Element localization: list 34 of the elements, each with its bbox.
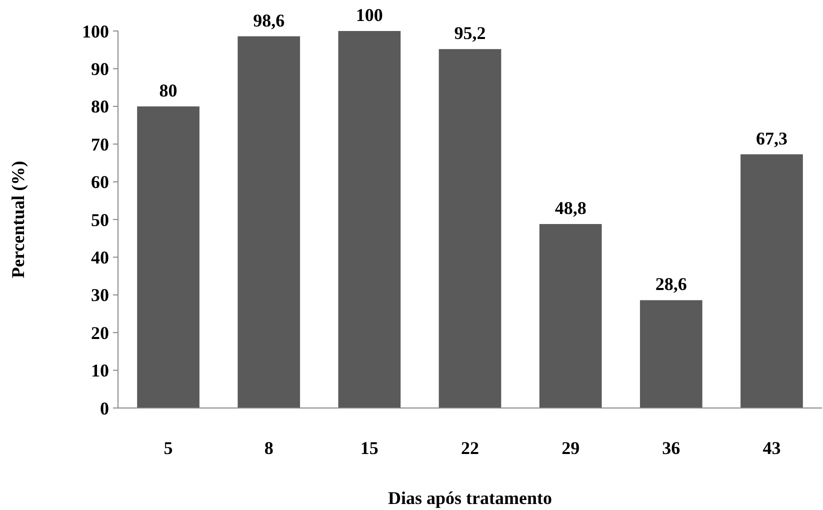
data-label: 95,2 [454, 23, 486, 44]
y-tick-label: 20 [91, 322, 109, 343]
data-label: 98,6 [253, 10, 285, 30]
bar [539, 224, 602, 408]
x-tick-label: 15 [360, 438, 378, 458]
data-label: 28,6 [655, 274, 687, 294]
x-tick-label: 29 [562, 438, 580, 458]
x-tick-label: 5 [164, 438, 173, 458]
y-tick-label: 10 [91, 360, 109, 381]
bar [338, 31, 401, 408]
y-tick-label: 60 [91, 172, 109, 192]
y-tick-label: 90 [91, 59, 109, 79]
x-tick-label: 43 [762, 438, 781, 458]
x-tick-label: 8 [264, 438, 274, 458]
data-label: 67,3 [756, 128, 788, 148]
y-tick-label: 0 [100, 398, 109, 418]
y-tick-label: 30 [91, 285, 109, 306]
bar [740, 154, 803, 408]
y-tick-label: 100 [82, 21, 109, 42]
x-tick-label: 22 [461, 438, 479, 458]
data-label: 100 [356, 5, 383, 25]
x-axis-title: Dias após tratamento [388, 488, 552, 508]
y-tick-label: 70 [91, 134, 109, 154]
y-tick-label: 50 [91, 210, 109, 230]
y-axis-title: Percentual (%) [8, 160, 28, 278]
y-tick-label: 80 [91, 96, 109, 117]
y-tick-label: 40 [91, 248, 109, 268]
data-label: 48,8 [554, 198, 586, 218]
bar [238, 36, 300, 408]
bar [640, 300, 702, 408]
x-tick-label: 36 [662, 438, 680, 458]
data-label: 80 [159, 80, 178, 100]
bar [438, 49, 502, 408]
bar [137, 106, 200, 408]
